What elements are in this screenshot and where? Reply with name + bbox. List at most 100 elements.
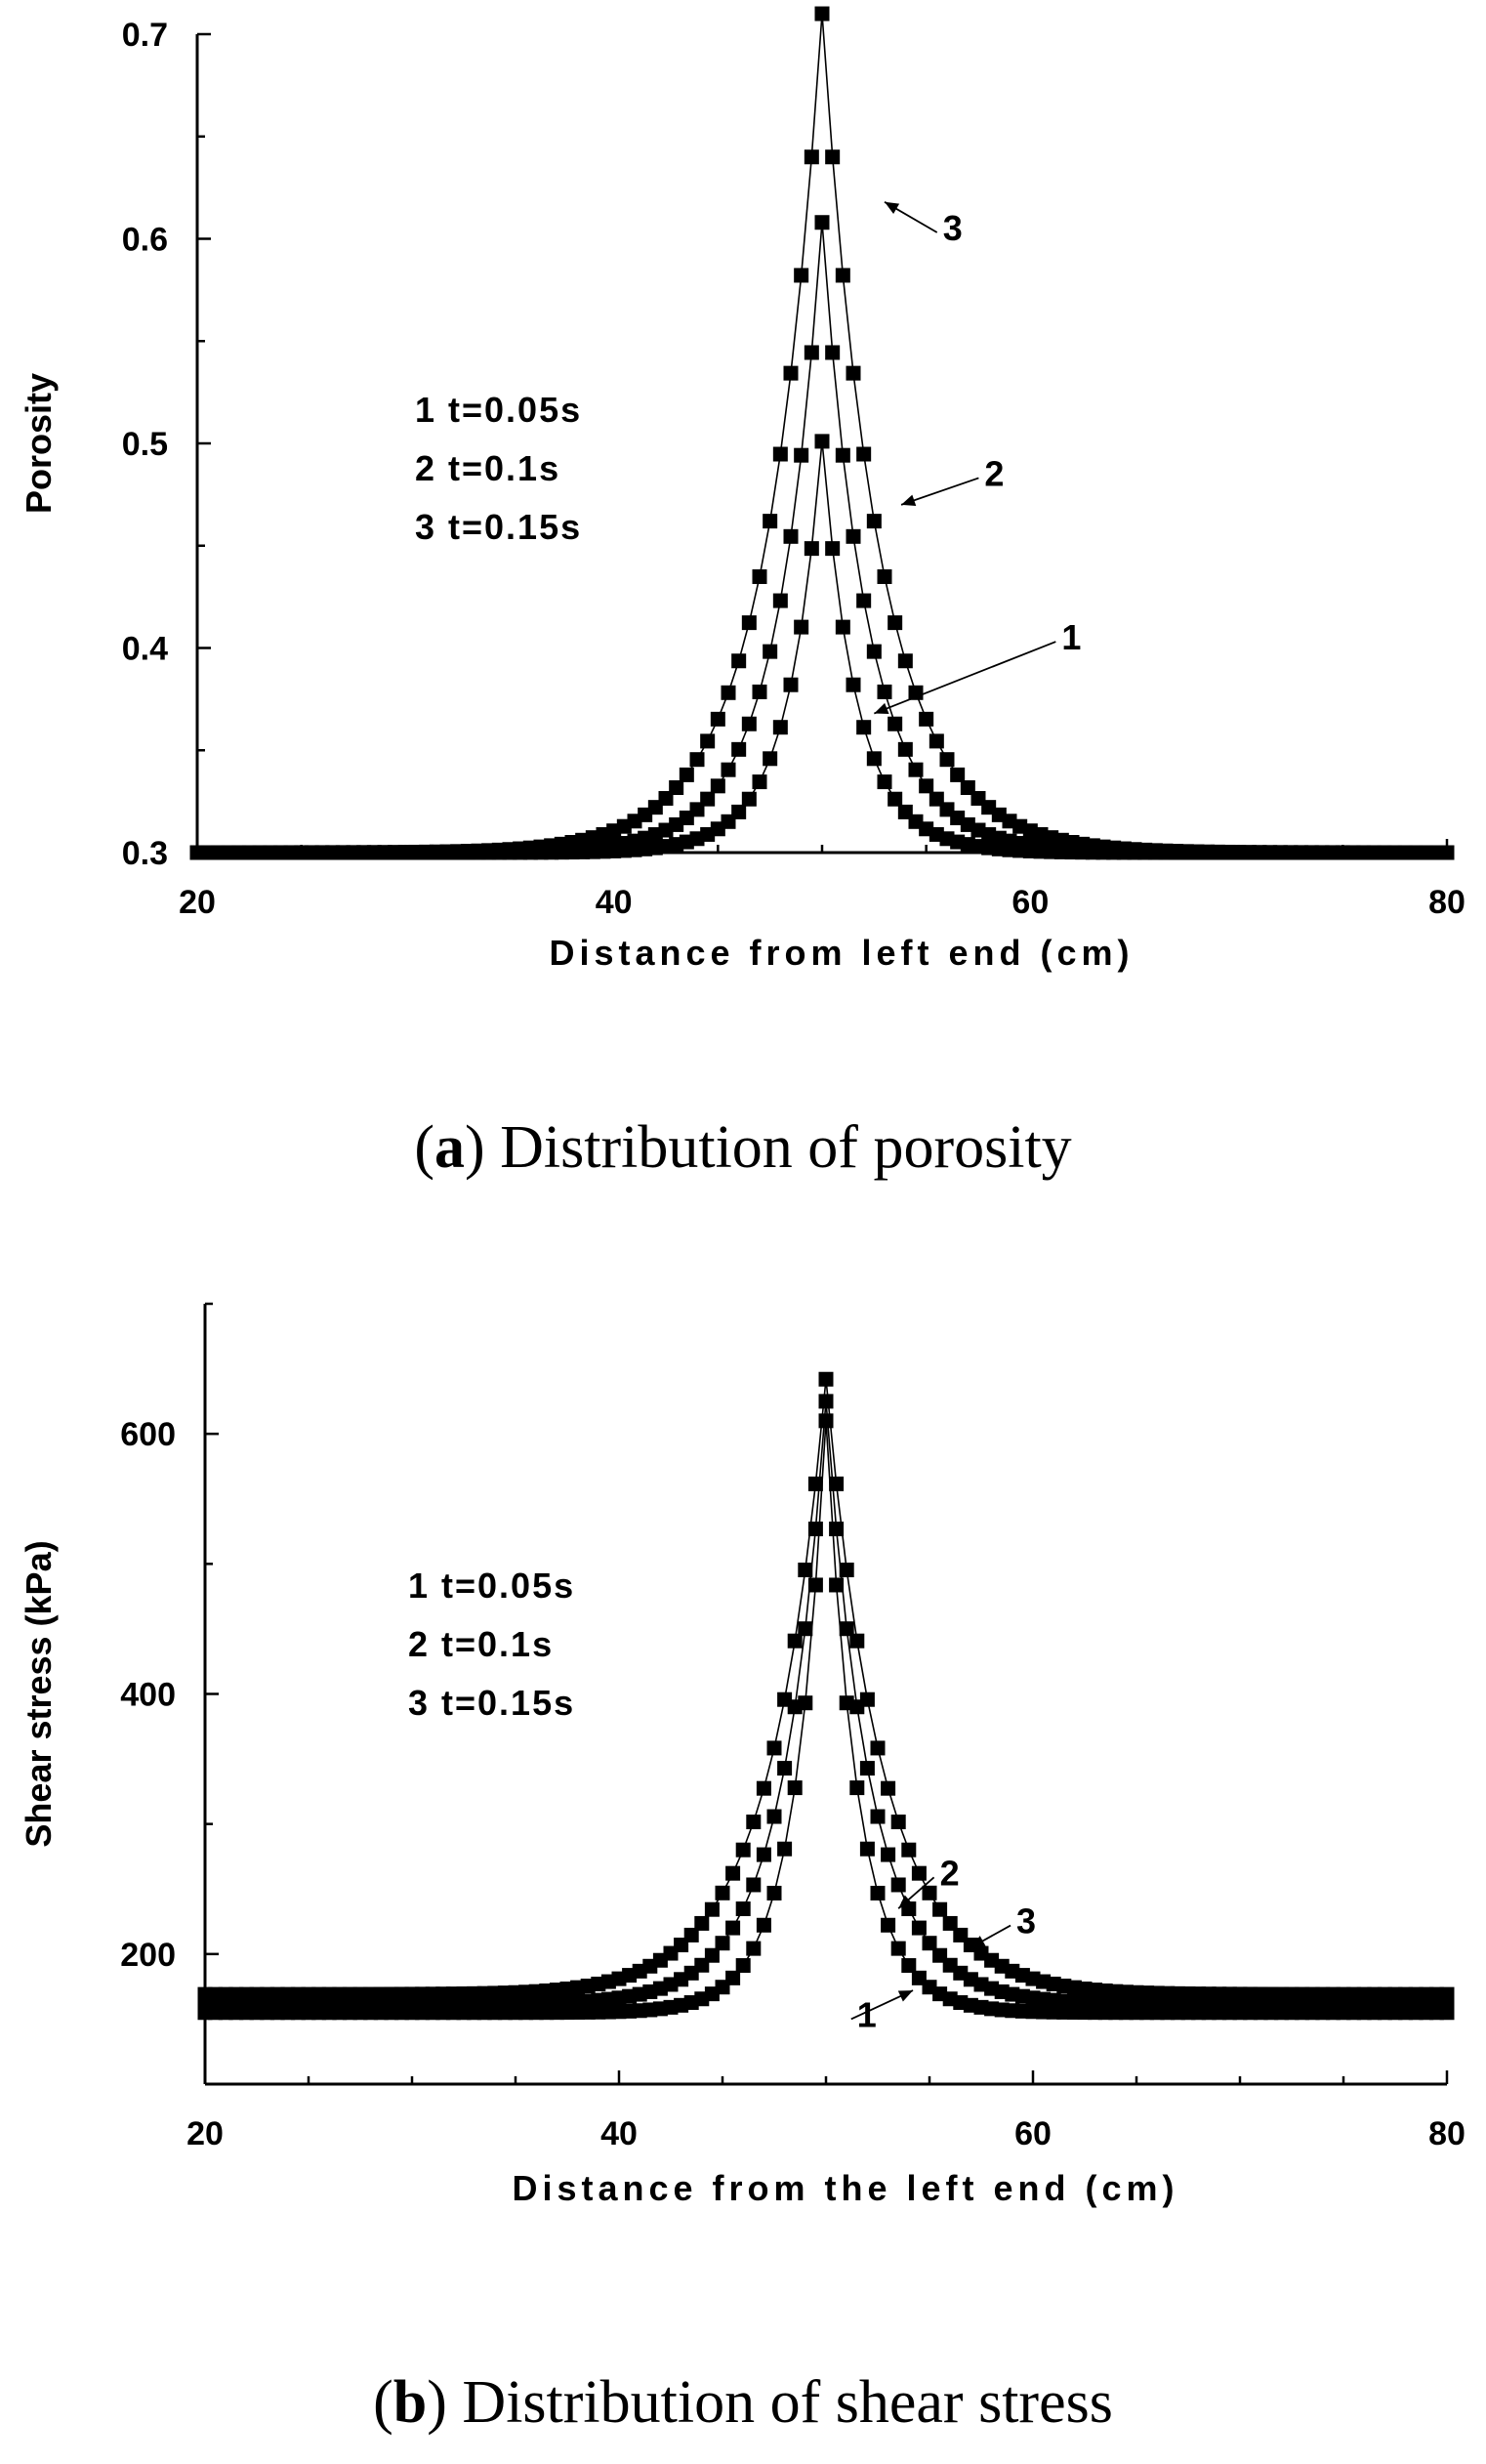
data-point (911, 1920, 927, 1936)
data-point (725, 1970, 741, 1985)
y-tick-label: 600 (120, 1416, 176, 1453)
y-axis-label: Porosity (19, 373, 59, 514)
data-point (859, 1691, 875, 1707)
annotation-label: 1 (1061, 617, 1081, 657)
data-point (710, 778, 725, 794)
annotation-arrowhead (885, 201, 900, 215)
data-point (825, 149, 841, 165)
data-point (859, 1841, 875, 1857)
data-point (731, 804, 747, 819)
data-point (870, 1885, 886, 1900)
data-point (804, 345, 819, 360)
data-point (908, 762, 924, 777)
data-point (731, 653, 747, 669)
x-tick-label: 80 (1428, 884, 1465, 921)
y-tick-label: 0.4 (122, 631, 168, 668)
data-point (1439, 1986, 1455, 2002)
annotation-arrowhead (897, 1990, 914, 2002)
data-point (746, 1877, 762, 1893)
data-point (877, 568, 892, 584)
data-point (887, 615, 903, 631)
data-point (1439, 845, 1455, 860)
data-point (818, 1394, 834, 1409)
data-point (787, 1780, 803, 1796)
data-point (890, 1815, 906, 1830)
data-point (752, 774, 767, 790)
data-point (756, 1917, 771, 1933)
data-point (881, 1917, 896, 1933)
data-point (807, 1476, 823, 1491)
data-point (835, 447, 850, 463)
data-point (881, 1847, 896, 1862)
panel-a-chart: 20 40 60 80 0.3 0.4 0.5 0.6 0.7 Distance from lef… (19, 6, 1465, 1181)
x-tick-label: 20 (186, 2115, 224, 2152)
data-point (814, 434, 830, 449)
data-point (746, 1941, 762, 1956)
series-line (205, 1420, 1447, 2014)
data-point (950, 767, 966, 782)
data-point (919, 711, 934, 727)
data-point (783, 365, 799, 381)
data-point (798, 1621, 813, 1637)
x-tick-label: 40 (596, 884, 633, 921)
legend-entry: 1 t=0.05s (415, 390, 582, 430)
data-point (849, 1780, 865, 1796)
data-point (897, 741, 913, 757)
panel-caption: (b) Distribution of shear stress (373, 2369, 1113, 2436)
data-point (794, 447, 809, 463)
data-point (804, 149, 819, 165)
data-point (794, 268, 809, 283)
data-point (772, 446, 788, 462)
data-point (870, 1740, 886, 1756)
series-line (205, 1379, 1447, 1995)
y-tick-label: 200 (120, 1937, 176, 1974)
data-point (814, 215, 830, 230)
data-point (846, 677, 861, 692)
data-point (856, 593, 872, 608)
annotation-label: 3 (943, 208, 963, 248)
data-point (763, 514, 778, 529)
data-point (922, 1936, 937, 1951)
data-point (829, 1522, 845, 1537)
data-point (901, 1958, 917, 1974)
data-point (766, 1885, 782, 1900)
data-point (741, 615, 757, 631)
data-point (715, 1885, 730, 1900)
annotation-arrowhead (970, 1936, 986, 1948)
series-3 (197, 1371, 1455, 2002)
data-point (887, 716, 903, 731)
data-point (766, 1740, 782, 1756)
data-point (846, 365, 861, 381)
data-point (829, 1476, 845, 1491)
data-point (839, 1563, 854, 1578)
data-point (846, 528, 861, 544)
x-axis-label: Distance from left end (cm) (549, 933, 1134, 973)
data-point (877, 774, 892, 790)
y-axis-label: Shear stress (kPa) (19, 1540, 59, 1847)
data-point (887, 791, 903, 807)
data-point (839, 1621, 854, 1637)
data-point (735, 1901, 751, 1917)
data-point (890, 1877, 906, 1893)
data-point (704, 1901, 720, 1917)
data-point (766, 1809, 782, 1824)
data-point (725, 1865, 741, 1881)
series-2 (197, 1394, 1455, 2011)
data-point (700, 733, 716, 749)
data-point (679, 767, 694, 782)
panel-b-chart: 20 40 60 80 200 400 600 Distance from the left … (19, 1302, 1465, 2436)
data-point (870, 1809, 886, 1824)
data-point (825, 345, 841, 360)
data-point (835, 268, 850, 283)
series-line (197, 222, 1447, 854)
data-point (849, 1633, 865, 1649)
data-point (807, 1522, 823, 1537)
data-point (763, 644, 778, 659)
data-point (818, 1371, 834, 1387)
data-point (835, 619, 850, 635)
data-point (794, 619, 809, 635)
data-point (929, 733, 944, 749)
y-tick-label: 0.6 (122, 222, 168, 259)
annotation-label: 2 (940, 1853, 960, 1893)
